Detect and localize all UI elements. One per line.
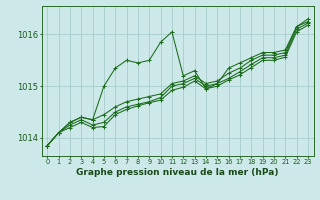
- X-axis label: Graphe pression niveau de la mer (hPa): Graphe pression niveau de la mer (hPa): [76, 168, 279, 177]
